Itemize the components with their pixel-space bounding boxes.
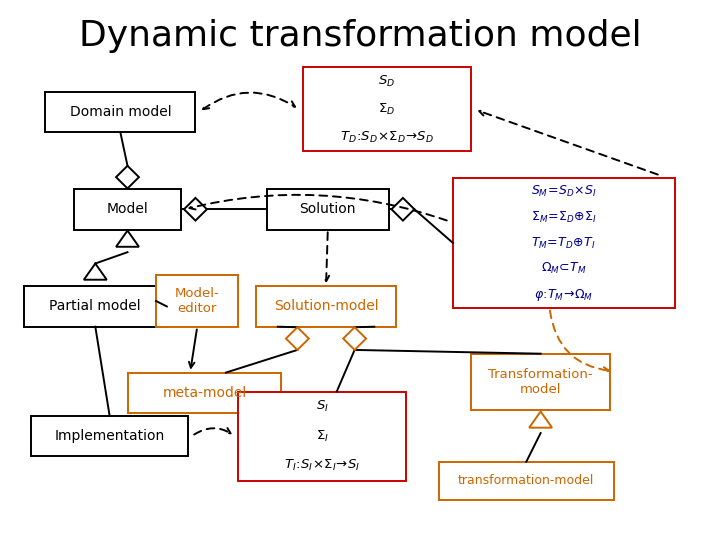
Bar xyxy=(127,373,282,413)
Polygon shape xyxy=(116,231,139,247)
Text: $\Sigma_M\!=\!\Sigma_D\!\oplus\!\Sigma_I$: $\Sigma_M\!=\!\Sigma_D\!\oplus\!\Sigma_I… xyxy=(531,210,597,225)
Text: $S_I$: $S_I$ xyxy=(316,399,329,414)
Text: $S_M\!=\!S_D\!\times\! S_I$: $S_M\!=\!S_D\!\times\! S_I$ xyxy=(531,184,597,199)
Bar xyxy=(267,189,389,230)
Polygon shape xyxy=(392,198,415,221)
Polygon shape xyxy=(343,327,366,350)
Bar xyxy=(303,68,471,151)
Polygon shape xyxy=(529,411,552,428)
Text: meta-model: meta-model xyxy=(162,386,246,400)
Text: Solution: Solution xyxy=(300,202,356,216)
Polygon shape xyxy=(286,327,309,350)
Text: Implementation: Implementation xyxy=(55,429,165,443)
Text: $\varphi\!:\!T_M\!\rightarrow\!\Omega_M$: $\varphi\!:\!T_M\!\rightarrow\!\Omega_M$ xyxy=(534,287,593,303)
Text: $\Sigma_D$: $\Sigma_D$ xyxy=(378,102,395,117)
Text: $T_M\!=\!T_D\!\oplus\! T_I$: $T_M\!=\!T_D\!\oplus\! T_I$ xyxy=(531,235,596,251)
Bar xyxy=(24,286,167,327)
Text: $\Sigma_I$: $\Sigma_I$ xyxy=(316,429,329,443)
Bar xyxy=(74,189,181,230)
Bar xyxy=(238,392,407,481)
Text: $\Omega_M\!\subset\!T_M$: $\Omega_M\!\subset\!T_M$ xyxy=(541,261,587,276)
Text: Domain model: Domain model xyxy=(70,105,171,119)
Bar xyxy=(438,462,614,500)
Text: Model: Model xyxy=(107,202,148,216)
Bar xyxy=(453,178,675,308)
Bar xyxy=(156,275,238,327)
Text: $S_D$: $S_D$ xyxy=(378,74,395,89)
Text: $T_I\!:\!S_I\!\times\!\Sigma_I\!\rightarrow\! S_I$: $T_I\!:\!S_I\!\times\!\Sigma_I\!\rightar… xyxy=(284,458,361,473)
Text: Dynamic transformation model: Dynamic transformation model xyxy=(78,19,642,53)
Bar xyxy=(471,354,611,410)
Bar xyxy=(256,286,396,327)
Text: Solution-model: Solution-model xyxy=(274,300,378,313)
Polygon shape xyxy=(84,264,107,280)
Polygon shape xyxy=(116,166,139,188)
Text: Transformation-
model: Transformation- model xyxy=(488,368,593,396)
Bar xyxy=(45,92,195,132)
Text: transformation-model: transformation-model xyxy=(458,474,595,487)
Text: $T_D\!:\!S_D\!\times\!\Sigma_D\!\rightarrow\! S_D$: $T_D\!:\!S_D\!\times\!\Sigma_D\!\rightar… xyxy=(340,130,433,145)
Polygon shape xyxy=(184,198,207,221)
Bar xyxy=(31,416,189,456)
Text: Model-
editor: Model- editor xyxy=(175,287,220,315)
Text: Partial model: Partial model xyxy=(50,300,141,313)
